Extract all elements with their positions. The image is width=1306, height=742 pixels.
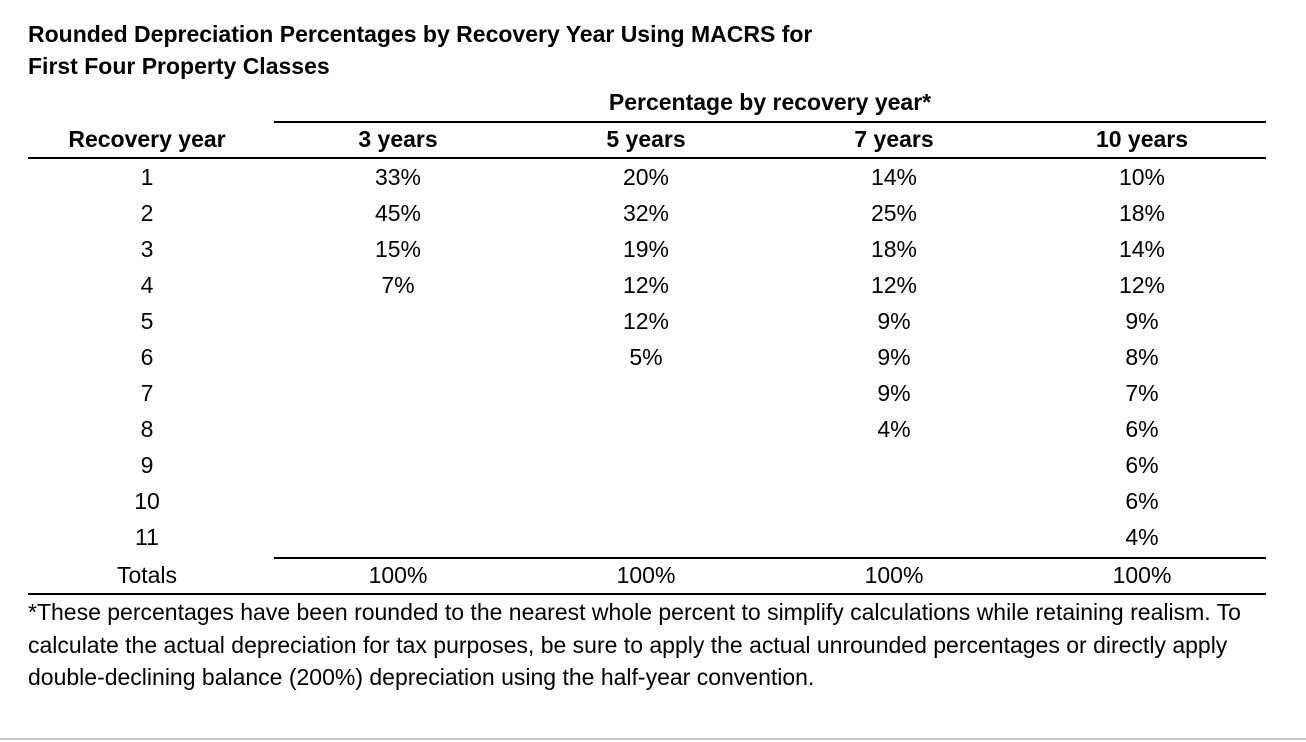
table-bottom-rule — [28, 593, 1266, 595]
cell-5-years: 5% — [629, 344, 663, 370]
cell-10-years: 18% — [1118, 200, 1166, 226]
footnote: *These percentages have been rounded to … — [28, 599, 1241, 690]
totals-label: Totals — [116, 562, 178, 588]
cell-10-years: 8% — [1125, 344, 1159, 370]
total-7-years: 100% — [864, 562, 924, 588]
cell-5-years: 12% — [622, 272, 670, 298]
group-header: Percentage by recovery year* — [608, 89, 932, 115]
cell-3-years: 33% — [374, 164, 422, 190]
cell-recovery-year: 10 — [134, 488, 160, 514]
column-header-7-years: 7 years — [854, 126, 934, 152]
table-title: Rounded Depreciation Percentages by Reco… — [28, 18, 1028, 82]
cell-recovery-year: 1 — [140, 164, 154, 190]
column-header-10-years: 10 years — [1095, 126, 1189, 152]
column-header-recovery-year: Recovery year — [68, 126, 226, 152]
cell-10-years: 7% — [1125, 380, 1159, 406]
totals-top-rule — [274, 557, 1266, 559]
cell-7-years: 9% — [877, 344, 911, 370]
cell-recovery-year: 5 — [140, 308, 154, 334]
total-5-years: 100% — [616, 562, 676, 588]
cell-10-years: 6% — [1125, 452, 1159, 478]
page-bottom-rule — [0, 738, 1306, 740]
cell-recovery-year: 3 — [140, 236, 154, 262]
table-title-line-1: Rounded Depreciation Percentages by Reco… — [28, 21, 813, 47]
cell-recovery-year: 6 — [140, 344, 154, 370]
cell-7-years: 14% — [870, 164, 918, 190]
cell-7-years: 25% — [870, 200, 918, 226]
cell-10-years: 9% — [1125, 308, 1159, 334]
total-10-years: 100% — [1112, 562, 1172, 588]
group-header-rule — [274, 121, 1266, 123]
cell-7-years: 9% — [877, 380, 911, 406]
column-header-3-years: 3 years — [358, 126, 438, 152]
cell-10-years: 6% — [1125, 416, 1159, 442]
cell-5-years: 19% — [622, 236, 670, 262]
cell-3-years: 7% — [381, 272, 415, 298]
cell-10-years: 6% — [1125, 488, 1159, 514]
cell-10-years: 12% — [1118, 272, 1166, 298]
cell-7-years: 12% — [870, 272, 918, 298]
cell-7-years: 9% — [877, 308, 911, 334]
cell-5-years: 12% — [622, 308, 670, 334]
cell-recovery-year: 9 — [140, 452, 154, 478]
cell-10-years: 4% — [1125, 524, 1159, 550]
cell-recovery-year: 4 — [140, 272, 154, 298]
cell-7-years: 18% — [870, 236, 918, 262]
total-3-years: 100% — [368, 562, 428, 588]
cell-5-years: 20% — [622, 164, 670, 190]
cell-10-years: 14% — [1118, 236, 1166, 262]
cell-3-years: 15% — [374, 236, 422, 262]
cell-3-years: 45% — [374, 200, 422, 226]
header-bottom-rule — [28, 157, 1266, 159]
column-header-5-years: 5 years — [606, 126, 686, 152]
cell-recovery-year: 11 — [135, 524, 159, 550]
table-title-line-2: First Four Property Classes — [28, 53, 330, 79]
cell-recovery-year: 2 — [140, 200, 154, 226]
cell-10-years: 10% — [1118, 164, 1166, 190]
cell-5-years: 32% — [622, 200, 670, 226]
cell-recovery-year: 7 — [140, 380, 154, 406]
cell-7-years: 4% — [877, 416, 911, 442]
cell-recovery-year: 8 — [140, 416, 154, 442]
